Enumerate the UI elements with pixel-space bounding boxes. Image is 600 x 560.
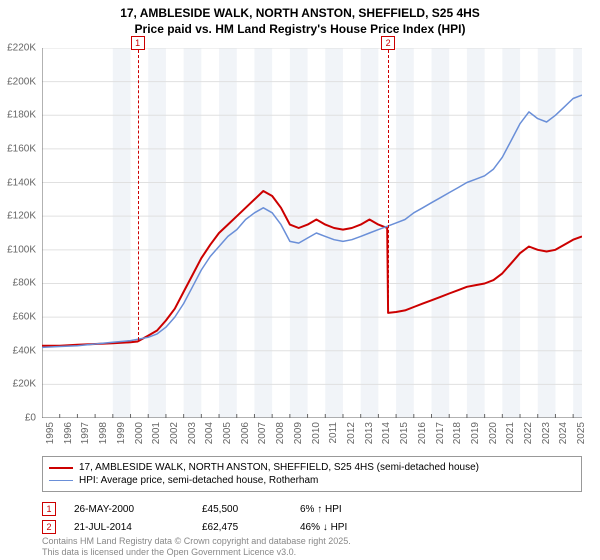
y-tick-label: £180K (7, 110, 36, 121)
y-tick-label: £60K (13, 312, 36, 323)
x-tick-label: 2025 (576, 422, 587, 444)
x-tick-label: 2001 (151, 422, 162, 444)
footer-line2: This data is licensed under the Open Gov… (42, 547, 296, 557)
x-tick-label: 2012 (346, 422, 357, 444)
x-tick-label: 2014 (381, 422, 392, 444)
legend-item: HPI: Average price, semi-detached house,… (49, 474, 575, 487)
marker-box: 1 (131, 36, 145, 50)
annotation-marker: 1 (42, 502, 56, 516)
x-tick-label: 2005 (222, 422, 233, 444)
x-tick-label: 2020 (488, 422, 499, 444)
annotation-price: £45,500 (202, 504, 282, 515)
x-tick-label: 1995 (45, 422, 56, 444)
y-tick-label: £0 (25, 413, 36, 424)
y-tick-label: £220K (7, 43, 36, 54)
y-tick-label: £120K (7, 211, 36, 222)
y-tick-label: £40K (13, 345, 36, 356)
x-tick-label: 2004 (204, 422, 215, 444)
x-tick-label: 2015 (399, 422, 410, 444)
annotation-pct: 6% ↑ HPI (300, 504, 400, 515)
line-chart (42, 48, 582, 418)
x-tick-label: 2024 (558, 422, 569, 444)
x-tick-label: 2008 (275, 422, 286, 444)
annotation-row: 2 21-JUL-2014 £62,475 46% ↓ HPI (42, 518, 582, 536)
x-tick-label: 1998 (98, 422, 109, 444)
marker-box: 2 (381, 36, 395, 50)
x-tick-label: 2017 (435, 422, 446, 444)
title-line1: 17, AMBLESIDE WALK, NORTH ANSTON, SHEFFI… (120, 6, 480, 20)
title-line2: Price paid vs. HM Land Registry's House … (135, 22, 466, 36)
y-tick-label: £200K (7, 76, 36, 87)
legend-item: 17, AMBLESIDE WALK, NORTH ANSTON, SHEFFI… (49, 461, 575, 474)
marker-line (138, 50, 139, 340)
annotation-pct: 46% ↓ HPI (300, 522, 400, 533)
legend-label: HPI: Average price, semi-detached house,… (79, 475, 318, 486)
x-tick-label: 2021 (505, 422, 516, 444)
legend-swatch (49, 467, 73, 469)
chart-area: £0£20K£40K£60K£80K£100K£120K£140K£160K£1… (42, 48, 582, 418)
footer-attribution: Contains HM Land Registry data © Crown c… (42, 536, 351, 558)
x-tick-label: 2011 (328, 422, 339, 444)
annotation-marker: 2 (42, 520, 56, 534)
legend: 17, AMBLESIDE WALK, NORTH ANSTON, SHEFFI… (42, 456, 582, 492)
x-tick-label: 2010 (311, 422, 322, 444)
x-tick-label: 2018 (452, 422, 463, 444)
y-tick-label: £160K (7, 143, 36, 154)
x-tick-label: 2013 (364, 422, 375, 444)
x-tick-label: 1997 (80, 422, 91, 444)
x-tick-label: 2016 (417, 422, 428, 444)
x-tick-label: 2007 (257, 422, 268, 444)
x-tick-label: 2009 (293, 422, 304, 444)
x-tick-label: 2003 (187, 422, 198, 444)
legend-swatch (49, 480, 73, 481)
x-tick-label: 2002 (169, 422, 180, 444)
x-tick-label: 1996 (63, 422, 74, 444)
y-tick-label: £80K (13, 278, 36, 289)
y-tick-label: £100K (7, 244, 36, 255)
y-tick-label: £140K (7, 177, 36, 188)
annotation-date: 21-JUL-2014 (74, 522, 184, 533)
footer-line1: Contains HM Land Registry data © Crown c… (42, 536, 351, 546)
x-tick-label: 2000 (134, 422, 145, 444)
x-tick-label: 2006 (240, 422, 251, 444)
legend-label: 17, AMBLESIDE WALK, NORTH ANSTON, SHEFFI… (79, 462, 479, 473)
annotation-price: £62,475 (202, 522, 282, 533)
annotation-date: 26-MAY-2000 (74, 504, 184, 515)
x-tick-label: 2022 (523, 422, 534, 444)
annotation-table: 1 26-MAY-2000 £45,500 6% ↑ HPI 2 21-JUL-2014 £… (42, 500, 582, 536)
y-tick-label: £20K (13, 379, 36, 390)
marker-line (388, 50, 389, 308)
annotation-row: 1 26-MAY-2000 £45,500 6% ↑ HPI (42, 500, 582, 518)
chart-title: 17, AMBLESIDE WALK, NORTH ANSTON, SHEFFI… (0, 0, 600, 37)
x-tick-label: 1999 (116, 422, 127, 444)
x-tick-label: 2023 (541, 422, 552, 444)
x-tick-label: 2019 (470, 422, 481, 444)
